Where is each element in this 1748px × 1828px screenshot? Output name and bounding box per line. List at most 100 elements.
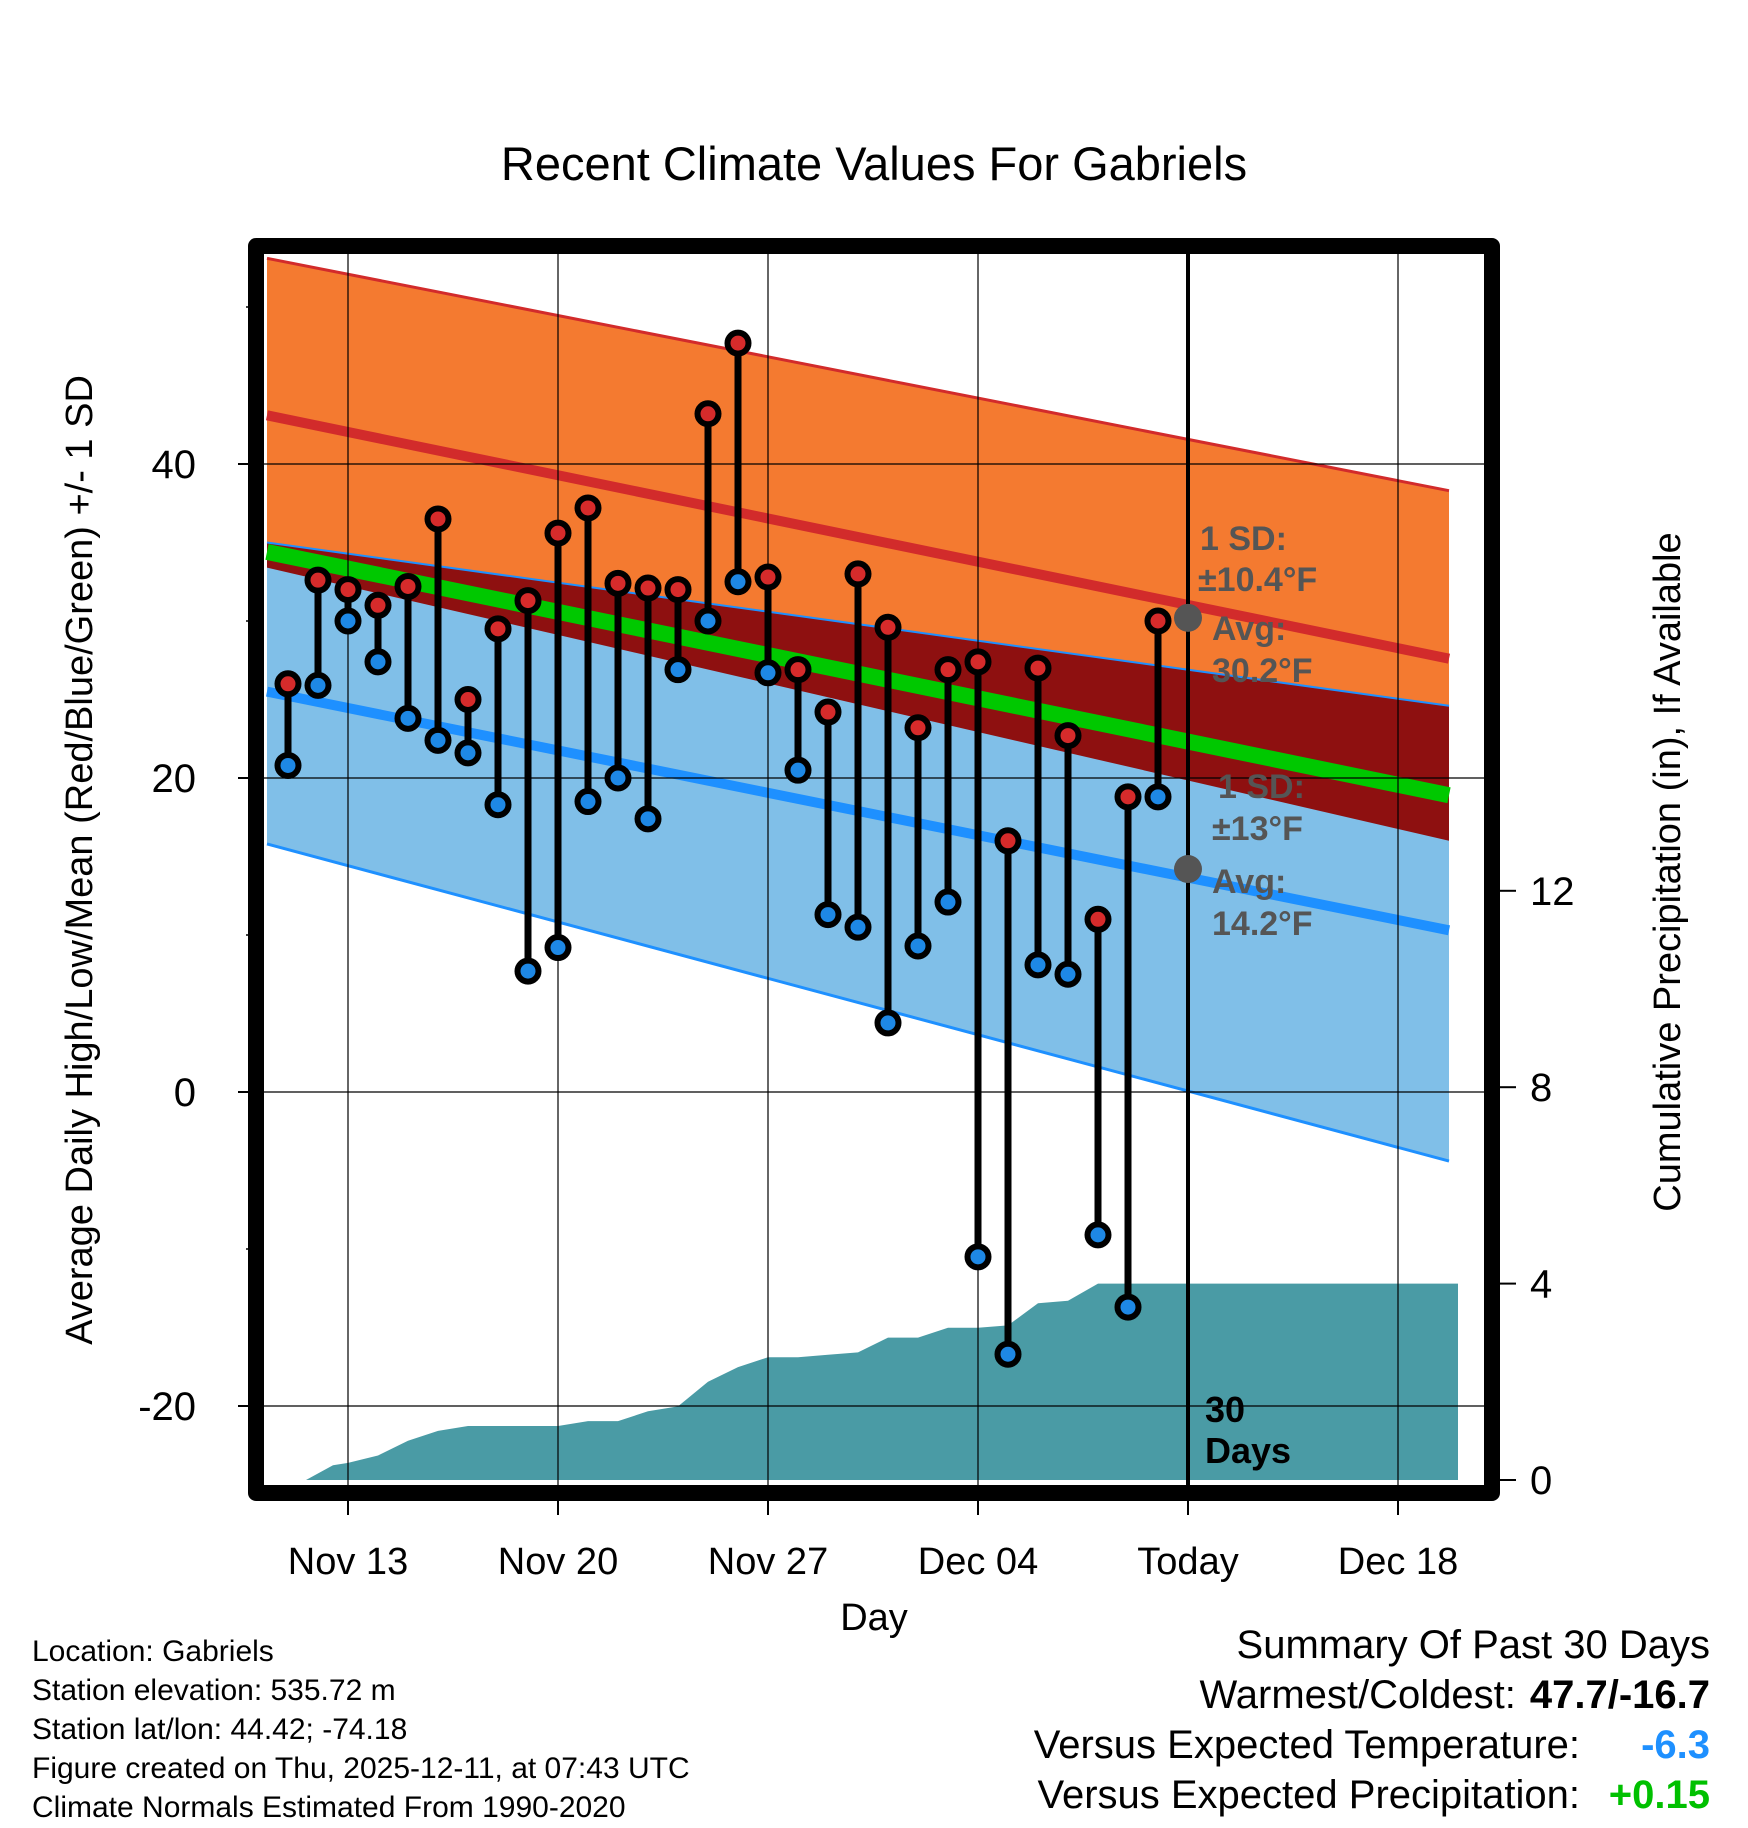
low-point <box>634 805 662 833</box>
footer-location: Location: Gabriels <box>32 1635 274 1668</box>
summary-title: Summary Of Past 30 Days <box>1236 1623 1710 1667</box>
high-point <box>874 613 902 641</box>
high-sd-value: ±10.4°F <box>1198 561 1317 599</box>
high-point <box>334 576 362 604</box>
axes: Nov 13 Nov 20 Nov 27 Dec 04 Today Dec 18 -20 0 2… <box>138 306 1575 1583</box>
summary-panel: Summary Of Past 30 Days Warmest/Coldest:… <box>1034 1620 1710 1820</box>
low-point <box>754 659 782 687</box>
low-point <box>664 656 692 684</box>
high-point <box>1114 783 1142 811</box>
low-annotation: 1 SD: ±13°F Avg: 14.2°F <box>1212 768 1313 943</box>
plot-frame <box>248 238 1500 1501</box>
high-point <box>424 505 452 533</box>
low-point <box>874 1009 902 1037</box>
high-point <box>574 494 602 522</box>
precipitation-area <box>267 1283 1458 1480</box>
high-point <box>484 615 512 643</box>
precip-label: Versus Expected Precipitation: <box>1037 1773 1580 1817</box>
high-point <box>784 656 812 684</box>
high-point <box>1084 905 1112 933</box>
x-tick-label: Nov 27 <box>708 1541 828 1583</box>
low-point <box>1024 951 1052 979</box>
y-tick-label: 40 <box>152 443 197 487</box>
low-point <box>1084 1221 1112 1249</box>
high-point <box>1024 654 1052 682</box>
x-tick-label: Nov 20 <box>498 1541 618 1583</box>
summary-temperature: Versus Expected Temperature: -6.3 <box>1034 1720 1710 1770</box>
low-point <box>274 751 302 779</box>
high-point <box>724 329 752 357</box>
low-point <box>574 788 602 816</box>
high-point <box>454 686 482 713</box>
high-point <box>1144 607 1172 635</box>
high-point <box>694 400 722 428</box>
footer-latlon: Station lat/lon: 44.42; -74.18 <box>32 1713 408 1746</box>
low-point <box>454 739 482 767</box>
low-lower-line <box>266 842 1450 1163</box>
high-point <box>364 591 392 619</box>
y2-tick-label: 8 <box>1530 1066 1552 1110</box>
low-point <box>784 756 812 784</box>
low-point <box>724 568 752 596</box>
today-label-line2: Days <box>1205 1430 1291 1471</box>
low-point <box>544 934 572 962</box>
summary-warmest-coldest: Warmest/Coldest: 47.7/-16.7 <box>1034 1670 1710 1720</box>
today-label-line1: 30 <box>1205 1389 1245 1430</box>
chart-title: Recent Climate Values For Gabriels <box>501 137 1247 190</box>
footer-elevation: Station elevation: 535.72 m <box>32 1674 396 1707</box>
precip-value: +0.15 <box>1608 1773 1710 1817</box>
daily-data <box>274 329 1202 1368</box>
x-tick-label: Dec 04 <box>918 1541 1038 1583</box>
x-tick-label: Nov 13 <box>288 1541 408 1583</box>
low-point <box>1054 960 1082 988</box>
footer-normals: Climate Normals Estimated From 1990-2020 <box>32 1791 626 1824</box>
high-avg-value: 30.2°F <box>1212 652 1313 690</box>
high-annotation: 1 SD: ±10.4°F Avg: 30.2°F <box>1198 520 1317 690</box>
y2-tick-label: 0 <box>1530 1459 1552 1503</box>
low-point <box>934 888 962 916</box>
low-sd-value: ±13°F <box>1212 810 1303 848</box>
low-point <box>994 1340 1022 1368</box>
x-axis-label: Day <box>840 1597 908 1639</box>
low-point <box>514 957 542 985</box>
temp-label: Versus Expected Temperature: <box>1033 1723 1580 1767</box>
high-point <box>394 572 422 600</box>
y-tick-label: 20 <box>152 757 197 801</box>
x-tick-label: Today <box>1137 1541 1238 1583</box>
high-point <box>754 563 782 591</box>
low-point <box>964 1243 992 1271</box>
precip-fill <box>267 1283 1458 1480</box>
low-point <box>1114 1293 1142 1321</box>
high-upper-line <box>266 256 1450 493</box>
low-point <box>694 607 722 635</box>
y-tick-label: 0 <box>174 1071 196 1115</box>
footer-created: Figure created on Thu, 2025-12-11, at 07… <box>32 1752 690 1785</box>
y2-tick-label: 4 <box>1530 1263 1552 1307</box>
low-avg-label: Avg: <box>1212 863 1286 901</box>
high-point <box>604 569 632 597</box>
low-point <box>304 671 332 699</box>
high-point <box>664 576 692 604</box>
low-point <box>334 607 362 635</box>
low-avg-value: 14.2°F <box>1212 905 1313 943</box>
high-point <box>904 714 932 742</box>
high-avg-label: Avg: <box>1212 610 1286 648</box>
low-point <box>394 704 422 732</box>
low-sd-label: 1 SD: <box>1218 768 1305 806</box>
low-point <box>844 913 872 941</box>
high-point <box>634 574 662 602</box>
chart-text: Recent Climate Values For Gabriels Day A… <box>59 137 1689 1639</box>
normal-high-line <box>265 410 1451 664</box>
high-sd-label: 1 SD: <box>1200 520 1287 558</box>
low-point <box>904 932 932 960</box>
high-point <box>1054 722 1082 750</box>
y-axis-label: Average Daily High/Low/Mean (Red/Blue/Gr… <box>59 375 101 1345</box>
high-point <box>934 656 962 684</box>
x-tick-label: Dec 18 <box>1338 1541 1458 1583</box>
y2-axis-label: Cumulative Precipitation (in), If Availa… <box>1647 532 1689 1211</box>
y2-tick-label: 12 <box>1530 870 1575 914</box>
low-point <box>1144 783 1172 811</box>
high-point <box>514 587 542 615</box>
warmest-coldest-label: Warmest/Coldest: <box>1199 1673 1516 1717</box>
